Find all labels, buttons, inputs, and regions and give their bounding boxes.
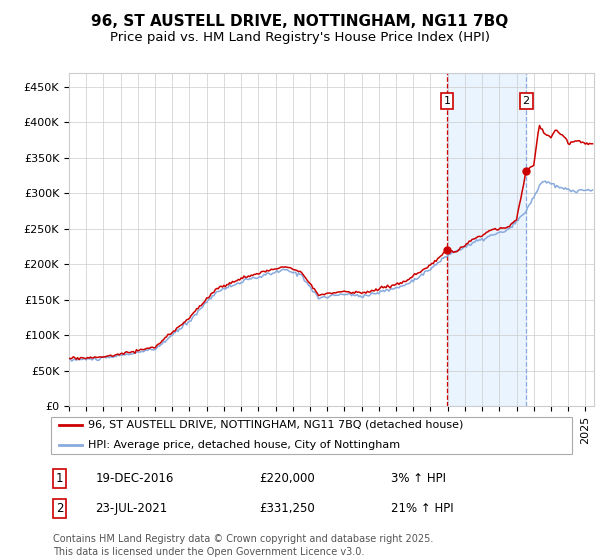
Text: 19-DEC-2016: 19-DEC-2016 [95,472,174,486]
Text: 2: 2 [523,96,530,106]
Bar [447,73,526,406]
Text: Price paid vs. HM Land Registry's House Price Index (HPI): Price paid vs. HM Land Registry's House … [110,31,490,44]
Text: HPI: Average price, detached house, City of Nottingham: HPI: Average price, detached house, City… [88,440,400,450]
Text: £220,000: £220,000 [259,472,315,486]
Text: 96, ST AUSTELL DRIVE, NOTTINGHAM, NG11 7BQ (detached house): 96, ST AUSTELL DRIVE, NOTTINGHAM, NG11 7… [88,420,463,430]
Text: 1: 1 [443,96,451,106]
FancyBboxPatch shape [50,417,572,454]
Text: 2: 2 [56,502,64,515]
Text: Contains HM Land Registry data © Crown copyright and database right 2025.
This d: Contains HM Land Registry data © Crown c… [53,534,434,557]
Text: £331,250: £331,250 [259,502,315,515]
Text: 96, ST AUSTELL DRIVE, NOTTINGHAM, NG11 7BQ: 96, ST AUSTELL DRIVE, NOTTINGHAM, NG11 7… [91,14,509,29]
Text: 3% ↑ HPI: 3% ↑ HPI [391,472,446,486]
Text: 1: 1 [56,472,64,486]
Text: 23-JUL-2021: 23-JUL-2021 [95,502,168,515]
Text: 21% ↑ HPI: 21% ↑ HPI [391,502,454,515]
